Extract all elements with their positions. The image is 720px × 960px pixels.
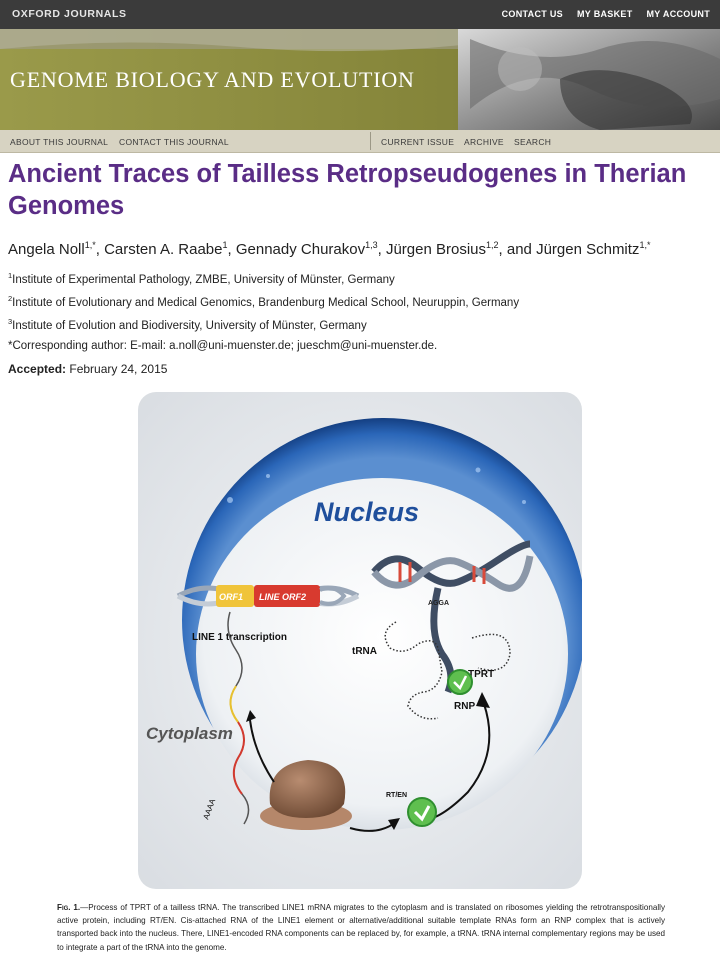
banner-background: [0, 29, 720, 130]
cytoplasm-label: Cytoplasm: [146, 724, 233, 743]
rt-en-label: RT/EN: [386, 792, 407, 799]
orf1-label: ORF1: [219, 592, 243, 602]
orf1-box: [216, 585, 254, 607]
mrna-orf1-segment: [229, 685, 239, 723]
figure-illustration: Nucleus ORF1 LINE ORF2 LINE 1 transcript…: [138, 392, 586, 889]
affiliation-1: 1Institute of Experimental Pathology, ZM…: [8, 271, 395, 286]
orf2-label: LINE ORF2: [259, 592, 306, 602]
author-list: Angela Noll1,*, Carsten A. Raabe1, Genna…: [8, 240, 651, 258]
nucleus-interior: [196, 478, 568, 830]
trna-label: tRNA: [352, 646, 377, 657]
nav-search[interactable]: SEARCH: [514, 137, 552, 147]
genomic-dna: [371, 555, 534, 592]
nav-about[interactable]: ABOUT THIS JOURNAL: [10, 137, 109, 147]
article-title: Ancient Traces of Tailless Retropseudoge…: [8, 160, 687, 220]
affiliation-number: 2: [8, 294, 13, 303]
rnp-protein-icon: [447, 669, 473, 695]
author-name: Gennady Churakov: [235, 241, 366, 258]
affiliation-2: 2Institute of Evolutionary and Medical G…: [8, 294, 519, 309]
author-affiliation-mark: 1,2: [486, 240, 499, 250]
genomic-dna: [371, 540, 531, 587]
author-affiliation-mark: 1,*: [639, 240, 651, 250]
account-links: CONTACT US MY BASKET MY ACCOUNT: [502, 9, 710, 19]
rt-en-protein-icon: [407, 797, 437, 827]
accepted-date: February 24, 2015: [69, 362, 168, 376]
author-name: Jürgen Brosius: [385, 241, 487, 258]
figure-caption: Fig. 1.—Process of TPRT of a tailless tR…: [57, 901, 665, 954]
affiliation-text: Institute of Experimental Pathology, ZMB…: [12, 273, 395, 286]
nav-current-issue[interactable]: CURRENT ISSUE: [381, 137, 455, 147]
author-name: Carsten A. Raabe: [104, 241, 223, 258]
affiliation-number: 1: [8, 271, 13, 280]
trna-backbone: [384, 621, 443, 720]
accepted-date-line: Accepted: February 24, 2015: [8, 362, 167, 376]
affiliation-text: Institute of Evolutionary and Medical Ge…: [12, 296, 520, 309]
figure-caption-label: Fig. 1.: [57, 903, 81, 912]
my-basket-link[interactable]: MY BASKET: [576, 9, 633, 19]
figure-1: Nucleus ORF1 LINE ORF2 LINE 1 transcript…: [138, 392, 586, 889]
arrow-head: [476, 692, 490, 708]
author-affiliation-mark: 1: [222, 240, 228, 250]
rnp-label: RNP: [454, 701, 475, 712]
tprt-label: TPRT: [468, 669, 494, 680]
ribosome-large-subunit: [269, 760, 346, 818]
journal-name[interactable]: GENOME BIOLOGY AND EVOLUTION: [10, 67, 415, 92]
journal-banner: GENOME BIOLOGY AND EVOLUTION: [0, 29, 720, 130]
corresponding-author: *Corresponding author: E-mail: a.noll@un…: [8, 340, 438, 352]
nav-archive[interactable]: ARCHIVE: [464, 137, 504, 147]
journal-nav: ABOUT THIS JOURNAL CONTACT THIS JOURNAL …: [0, 130, 720, 153]
author-affiliation-mark: 1,3: [365, 240, 378, 250]
nucleus-label: Nucleus: [314, 497, 419, 527]
author-affiliation-mark: 1,*: [84, 240, 96, 250]
top-bar: OXFORD JOURNALS CONTACT US MY BASKET MY …: [0, 0, 720, 29]
contact-us-link[interactable]: CONTACT US: [501, 9, 563, 19]
mrna-to-ribosome-arrow: [249, 719, 275, 783]
agga-sequence-label: AGGA: [428, 600, 449, 607]
oxford-journals-brand[interactable]: OXFORD JOURNALS: [12, 8, 127, 20]
affiliation-number: 3: [8, 317, 13, 326]
nav-contact[interactable]: CONTACT THIS JOURNAL: [119, 137, 229, 147]
author-name: Jürgen Schmitz: [536, 241, 640, 258]
author-name: Angela Noll: [8, 241, 85, 258]
nav-divider: [370, 132, 371, 150]
mrna-orf2-segment: [232, 721, 245, 795]
accepted-label: Accepted:: [8, 362, 67, 376]
figure-caption-text: —Process of TPRT of a tailless tRNA. The…: [57, 903, 665, 952]
orf2-box: [254, 585, 320, 607]
my-account-link[interactable]: MY ACCOUNT: [646, 9, 710, 19]
line1-transcription-label: LINE 1 transcription: [192, 632, 287, 643]
affiliation-3: 3Institute of Evolution and Biodiversity…: [8, 317, 367, 332]
affiliation-text: Institute of Evolution and Biodiversity,…: [12, 319, 367, 332]
